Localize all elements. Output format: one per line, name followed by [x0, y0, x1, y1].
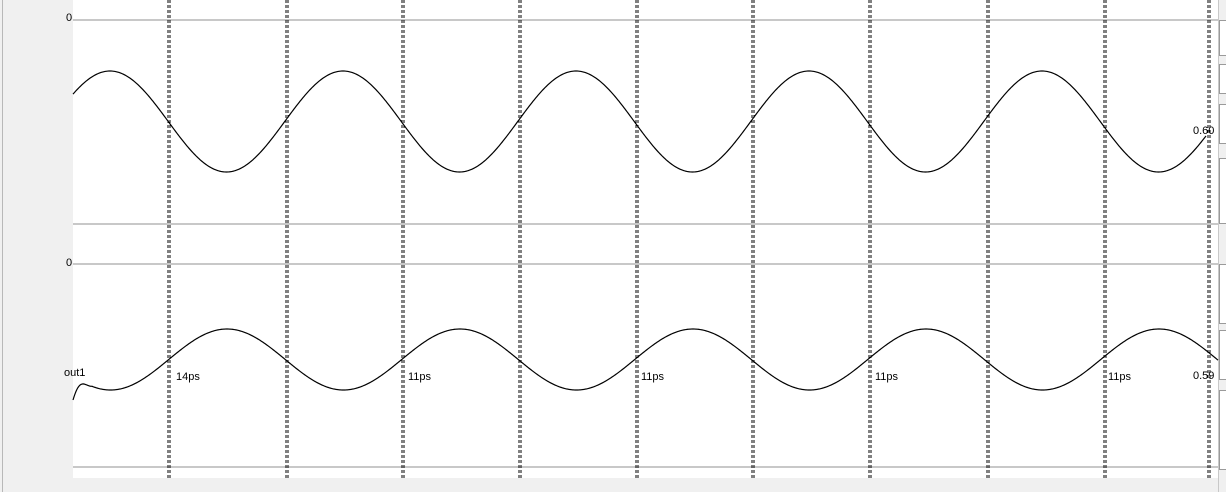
toolbar-tab-3[interactable] — [1219, 104, 1226, 144]
toolbar-tab-4[interactable] — [1219, 158, 1226, 224]
delay-label: 14ps — [176, 371, 200, 383]
delay-label: 11ps — [1108, 371, 1132, 383]
waveform-plot-area[interactable] — [73, 0, 1218, 478]
toolbar-tab-6[interactable] — [1219, 330, 1226, 380]
delay-label: 11ps — [408, 371, 432, 383]
delay-label: 11ps — [875, 371, 899, 383]
cursor-markers[interactable] — [167, 0, 1211, 478]
grid-lines — [73, 19, 1218, 468]
toolbar-tab-2[interactable] — [1219, 64, 1226, 94]
waveform-trace-out1 — [72, 328, 1219, 401]
upper-end-value: 0.60 — [1193, 125, 1215, 137]
toolbar-tab-7[interactable] — [1219, 390, 1226, 470]
lower-axis-top-label: 0 — [66, 257, 73, 269]
bottom-scroll-strip[interactable] — [73, 478, 1218, 492]
right-side-toolbar — [1218, 0, 1226, 492]
left-axis-frame — [0, 0, 73, 492]
toolbar-tab-1[interactable] — [1219, 20, 1226, 56]
left-frame-border — [2, 0, 3, 492]
signal-name-out1[interactable]: out1 — [64, 367, 86, 379]
lower-end-value: 0.59 — [1193, 370, 1215, 382]
toolbar-tab-5[interactable] — [1219, 264, 1226, 324]
upper-axis-top-label: 0 — [66, 12, 73, 24]
waveform-trace-upper — [72, 70, 1207, 173]
delay-label: 11ps — [641, 371, 665, 383]
